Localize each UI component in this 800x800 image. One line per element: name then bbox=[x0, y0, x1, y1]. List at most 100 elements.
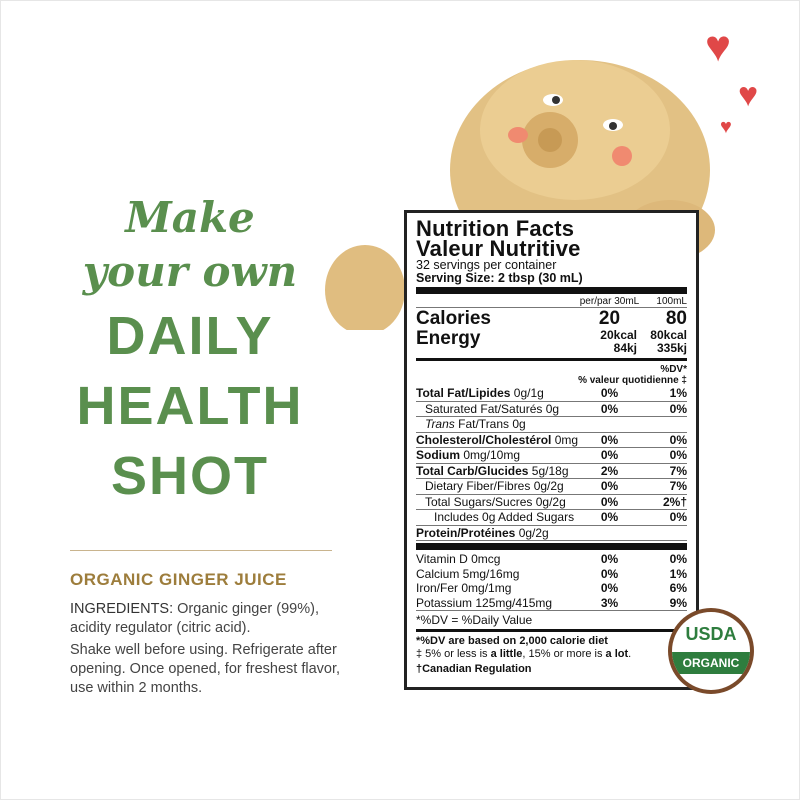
nutrient-amount: 5g/18g bbox=[528, 463, 569, 478]
calories-100ml: 80 bbox=[665, 308, 687, 329]
energy-kcal: 80kcal bbox=[650, 328, 687, 342]
nutrient-row: Total Carb/Glucides 5g/18g 2% 7% bbox=[416, 463, 687, 479]
dv-30ml: 0% bbox=[600, 432, 619, 447]
nutrient-name: Protein/Protéines 0g/2g bbox=[416, 526, 582, 541]
dv-100ml: 0% bbox=[669, 552, 687, 566]
dv-30ml: 0% bbox=[600, 552, 619, 566]
nutrient-amount: 0g/2g bbox=[515, 525, 549, 540]
dv-30ml: 0% bbox=[600, 448, 619, 462]
vitamin-name: Calcium 5mg/16mg bbox=[416, 566, 520, 581]
dv-30ml: 0% bbox=[600, 566, 619, 581]
calories-30ml: 20 bbox=[598, 308, 621, 329]
nutrient-row: Includes 0g Added Sugars 0% 0% bbox=[416, 510, 687, 526]
divider bbox=[416, 287, 687, 294]
vitamin-name: Potassium 125mg/415mg bbox=[416, 595, 553, 610]
nutrient-row: Protein/Protéines 0g/2g bbox=[416, 526, 687, 541]
dv-note: *%DV = %Daily Value bbox=[416, 611, 687, 632]
nutrient-name-bold: Protein/Protéines bbox=[416, 525, 516, 540]
heart-icon: ♥ bbox=[705, 22, 732, 71]
headline-make: Make bbox=[125, 193, 255, 242]
nutrient-name: Includes 0g Added Sugars bbox=[416, 510, 582, 525]
serving-size: Serving Size: 2 tbsp (30 mL) bbox=[416, 271, 583, 285]
energy-kcal: 20kcal bbox=[600, 328, 637, 342]
headline-health: HEALTH bbox=[76, 376, 304, 436]
vitamin-name: Vitamin D 0mcg bbox=[416, 552, 501, 566]
dv-100ml: 9% bbox=[669, 595, 687, 610]
nutrient-amount: Includes 0g Added Sugars bbox=[434, 510, 575, 524]
vitamin-row: Potassium 125mg/415mg 3% 9% bbox=[416, 595, 687, 611]
dv-header-fr: % valeur quotidienne ‡ bbox=[578, 375, 687, 386]
nutrient-row: Total Sugars/Sucres 0g/2g 0% 2%† bbox=[416, 494, 687, 510]
nutrient-name-bold: Total Carb/Glucides bbox=[416, 463, 529, 478]
dv-header: %DV*% valeur quotidienne ‡ bbox=[416, 364, 687, 386]
nutrient-name: Trans Fat/Trans 0g bbox=[416, 417, 582, 432]
nutrient-name: Total Fat/Lipides 0g/1g bbox=[416, 386, 582, 401]
product-name: ORGANIC GINGER JUICE bbox=[70, 570, 287, 589]
dv-30ml: 0% bbox=[600, 581, 619, 595]
nutrient-amount: Dietary Fiber/Fibres 0g/2g bbox=[425, 479, 564, 493]
column-headers: per/par 30mL 100mL bbox=[416, 296, 687, 308]
nutrient-name: Saturated Fat/Saturés 0g bbox=[416, 402, 582, 417]
servings-per-container: 32 servings per container bbox=[416, 258, 557, 272]
nutrient-row: Cholesterol/Cholestérol 0mg 0% 0% bbox=[416, 432, 687, 448]
energy-100ml: 80kcal 335kj bbox=[637, 329, 687, 355]
dv-30ml: 0% bbox=[600, 401, 619, 416]
dv-100ml bbox=[637, 526, 687, 541]
vitamin-rows: Vitamin D 0mcg 0% 0% Calcium 5mg/16mg 0% 1% Ir… bbox=[416, 552, 687, 611]
dv-30ml bbox=[582, 417, 637, 432]
headline-daily: DAILY bbox=[106, 306, 274, 366]
energy-label: Energy bbox=[416, 328, 481, 349]
nutrient-name-bold: Sodium bbox=[416, 448, 460, 462]
dv-30ml: 0% bbox=[600, 494, 619, 509]
nutrient-amount: 0g/1g bbox=[510, 386, 544, 400]
usda-organic-seal: USDA ORGANIC bbox=[668, 608, 754, 694]
dv-100ml: 0% bbox=[669, 401, 687, 416]
dv-30ml bbox=[582, 526, 637, 541]
ingredients-label: INGREDIENTS: bbox=[70, 601, 174, 617]
dv-100ml: 6% bbox=[669, 581, 687, 595]
ingredients: INGREDIENTS: Organic ginger (99%), acidi… bbox=[70, 600, 360, 638]
nutrient-row: Saturated Fat/Saturés 0g 0% 0% bbox=[416, 401, 687, 417]
calories-label: Calories bbox=[416, 308, 491, 329]
dv-30ml: 2% bbox=[600, 463, 619, 478]
nutrient-name: Dietary Fiber/Fibres 0g/2g bbox=[416, 479, 582, 494]
divider bbox=[70, 550, 332, 551]
dv-100ml: 0% bbox=[669, 432, 687, 447]
nutrient-name-italic: Trans bbox=[425, 417, 455, 431]
footnote-calorie-diet: *%DV are based on 2,000 calorie diet bbox=[416, 635, 608, 647]
dv-100ml: 0% bbox=[669, 510, 687, 524]
ingredients-text: Organic ginger (99%), acidity regulator … bbox=[70, 601, 319, 636]
dv-100ml: 2%† bbox=[662, 494, 687, 509]
dv-100ml: 1% bbox=[669, 566, 687, 581]
energy-30ml: 20kcal 84kj bbox=[582, 329, 637, 355]
vitamin-row: Calcium 5mg/16mg 0% 1% bbox=[416, 567, 687, 582]
instructions: Shake well before using. Refrigerate aft… bbox=[70, 642, 341, 696]
label-title-fr: Valeur Nutritive bbox=[416, 236, 581, 261]
seal-usda-text: USDA bbox=[685, 624, 737, 644]
nutrient-row: Trans Fat/Trans 0g bbox=[416, 417, 687, 433]
heart-icon: ♥ bbox=[720, 116, 732, 138]
footnote-text: . bbox=[628, 648, 632, 660]
nutrient-amount: Saturated Fat/Saturés 0g bbox=[425, 401, 560, 416]
dv-30ml: 0% bbox=[600, 386, 619, 400]
nutrient-name-bold: Cholesterol/Cholestérol bbox=[416, 432, 552, 447]
dv-30ml: 0% bbox=[600, 479, 619, 493]
nutrition-facts-label: Nutrition Facts Valeur Nutritive 32 serv… bbox=[404, 210, 699, 690]
footnote-dv-scale: ‡ 5% or less is a little, 15% or more is… bbox=[416, 648, 687, 661]
nutrient-name: Total Sugars/Sucres 0g/2g bbox=[416, 495, 582, 510]
dv-100ml bbox=[637, 417, 687, 432]
nutrient-rows: Total Fat/Lipides 0g/1g 0% 1% Saturated Fat… bbox=[416, 386, 687, 541]
headline-shot: SHOT bbox=[110, 446, 269, 506]
dv-30ml: 3% bbox=[600, 595, 619, 610]
nutrient-amount: Fat/Trans 0g bbox=[454, 417, 526, 431]
footnote-canadian-regulation: †Canadian Regulation bbox=[416, 663, 532, 675]
nutrient-name: Sodium 0mg/10mg bbox=[416, 448, 582, 463]
divider bbox=[416, 358, 687, 361]
seal-organic-text: ORGANIC bbox=[672, 652, 750, 674]
label-title-en: Nutrition Facts bbox=[416, 216, 575, 241]
col-header-30ml: per/par 30mL bbox=[579, 296, 640, 307]
nutrient-name-bold: Total Fat/Lipides bbox=[416, 386, 511, 400]
vitamin-row: Iron/Fer 0mg/1mg 0% 6% bbox=[416, 581, 687, 596]
dv-100ml: 0% bbox=[669, 448, 687, 462]
nutrient-amount: Total Sugars/Sucres 0g/2g bbox=[425, 494, 566, 509]
